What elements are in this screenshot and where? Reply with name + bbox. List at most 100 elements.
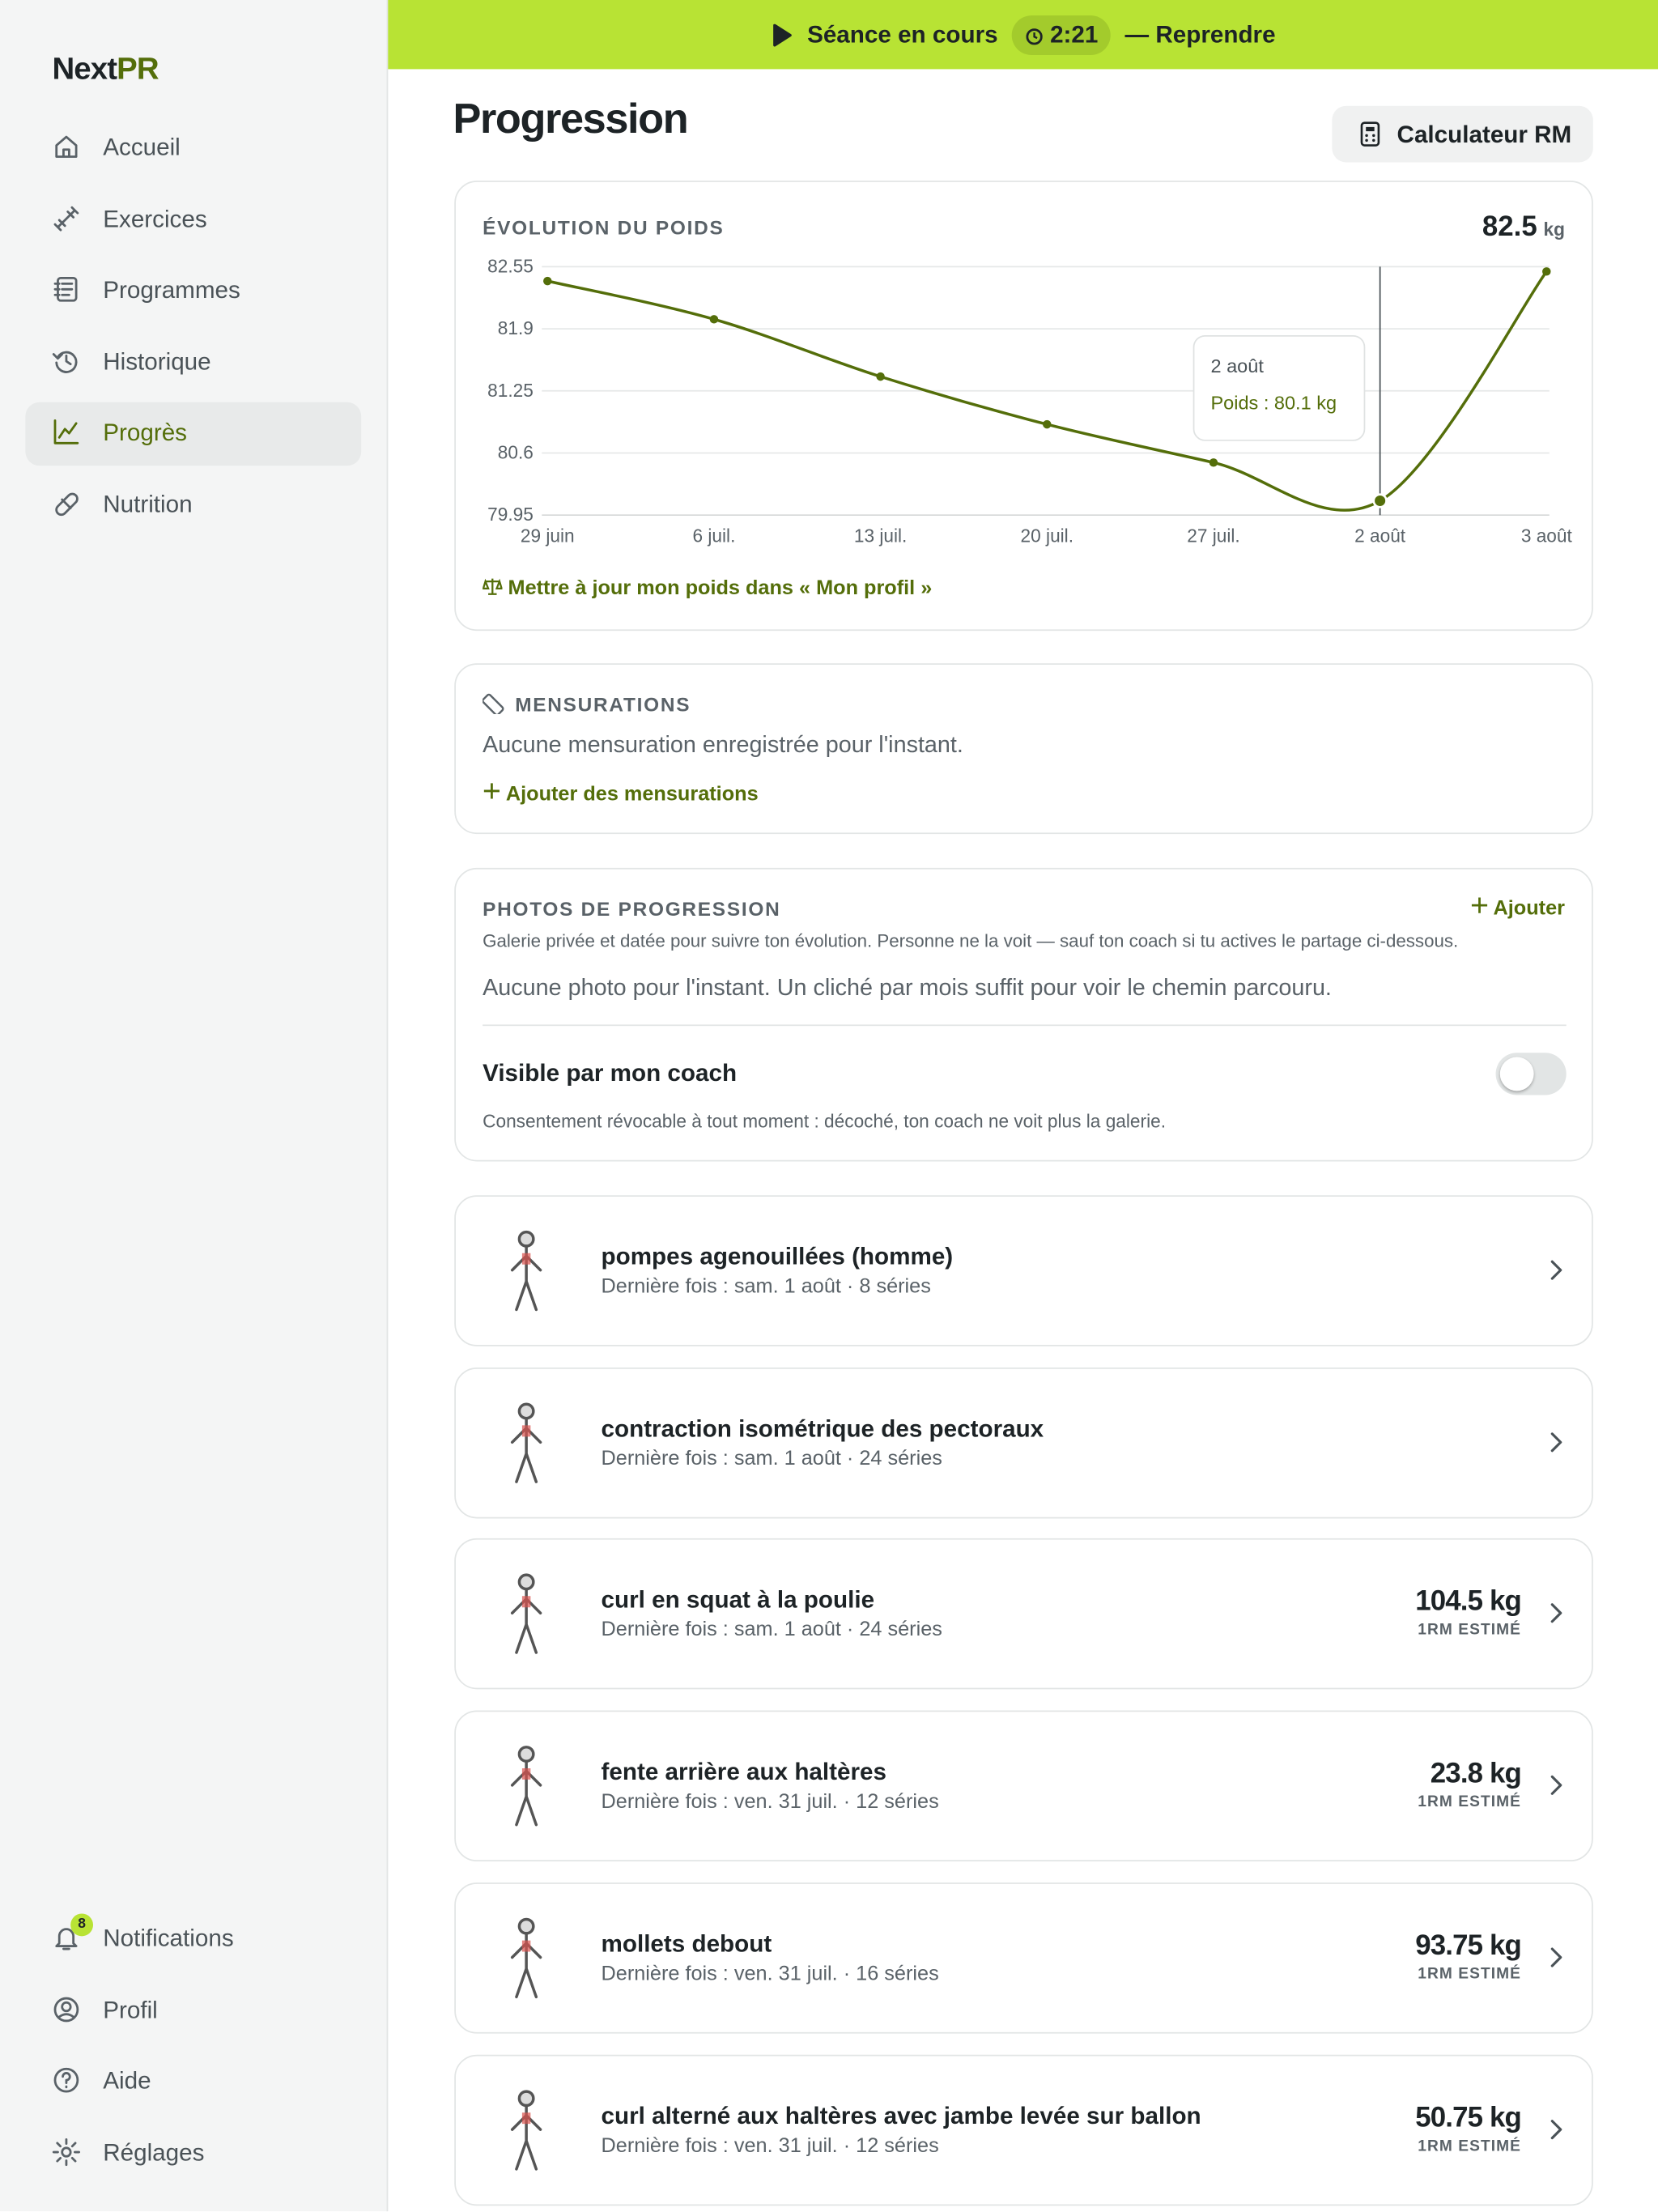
photos-card: PHOTOS DE PROGRESSION Ajouter Galerie pr… xyxy=(454,867,1593,1162)
data-point xyxy=(1372,493,1388,508)
plus-icon xyxy=(1471,897,1487,913)
exercise-last-session: Dernière fois : sam. 1 août · 24 séries xyxy=(601,1447,942,1470)
one-rm-unit: kg xyxy=(1489,1586,1522,1619)
resume[interactable]: — Reprendre xyxy=(1124,20,1276,48)
one-rm-unit: kg xyxy=(1489,1930,1522,1962)
logo[interactable]: NextPR xyxy=(52,50,159,87)
data-point xyxy=(543,276,552,286)
nav-label: Nutrition xyxy=(103,490,193,517)
one-rm-number: 23.8 xyxy=(1430,1758,1483,1790)
y-tick-label: 81.25 xyxy=(487,380,534,401)
x-tick-label: 2 août xyxy=(1354,525,1406,546)
tooltip-text: Poids : 80.1 kg xyxy=(1210,392,1337,413)
session-banner[interactable]: Séance en cours 2:21 — Reprendre xyxy=(388,0,1658,70)
x-tick-label: 29 juin xyxy=(521,525,575,546)
current-weight: 82.5 kg xyxy=(1482,211,1565,244)
measurements-card: MENSURATIONS Aucune mensuration enregist… xyxy=(454,663,1593,835)
rm-button-label: Calculateur RM xyxy=(1397,121,1572,149)
one-rm: 93.75 kg 1RM ESTIMÉ xyxy=(1415,1930,1522,1982)
rm-calculator-button[interactable]: Calculateur RM xyxy=(1332,105,1593,163)
exercise-last-session: Dernière fois : ven. 31 juil. · 16 série… xyxy=(601,1963,939,1986)
nav-icon xyxy=(52,2138,81,2166)
add-photo[interactable]: Ajouter xyxy=(1470,896,1565,921)
nav-item[interactable]: Notifications 8 xyxy=(25,1908,361,1972)
nav-item[interactable]: Accueil xyxy=(25,117,361,181)
y-tick-label: 80.6 xyxy=(498,441,534,462)
exercise-image xyxy=(510,1574,542,1655)
calculator-icon xyxy=(1360,121,1380,147)
data-point xyxy=(1209,458,1218,467)
chevron xyxy=(1550,1947,1562,1967)
nav-item[interactable]: Exercices xyxy=(25,189,361,252)
nav-item[interactable]: Aide xyxy=(25,2051,361,2114)
nav-icon xyxy=(52,350,78,372)
data-point xyxy=(876,372,885,381)
exercise-name: contraction isométrique des pectoraux xyxy=(601,1414,1044,1442)
add-measurements[interactable]: Ajouter des mensurations xyxy=(483,782,759,806)
nav-label: Réglages xyxy=(103,2138,205,2166)
exercise-last-session: Dernière fois : sam. 1 août · 24 séries xyxy=(601,1619,942,1642)
chevron xyxy=(1550,1603,1562,1623)
exercise-card[interactable]: curl en squat à la poulie Dernière fois :… xyxy=(454,1538,1593,1691)
nav-label: Programmes xyxy=(103,276,240,304)
nav-item[interactable]: Nutrition xyxy=(25,474,361,537)
sidebar: NextPR Accueil Exercices Programmes Histori… xyxy=(0,0,389,2212)
measurements-empty: Aucune mensuration enregistrée pour l'in… xyxy=(483,732,963,758)
exercise-last-session: Dernière fois : ven. 31 juil. · 12 série… xyxy=(601,2134,939,2158)
x-tick-label: 3 août xyxy=(1521,525,1573,546)
page-title: Progression xyxy=(453,96,688,143)
chevron xyxy=(1550,1776,1562,1796)
coach-visibility-toggle[interactable] xyxy=(1495,1053,1567,1095)
tooltip-title: 2 août xyxy=(1210,355,1264,376)
exercise-card[interactable]: contraction isométrique des pectoraux Der… xyxy=(454,1367,1593,1518)
add-measurements-text: Ajouter des mensurations xyxy=(505,783,759,806)
nav-icon xyxy=(53,2067,79,2093)
nav-item[interactable]: Réglages xyxy=(25,2122,361,2185)
nav-label: Progrès xyxy=(103,419,187,446)
logo-accent: PR xyxy=(117,50,159,87)
update-weight-link[interactable]: Mettre à jour mon poids dans « Mon profi… xyxy=(482,576,933,600)
nav-label: Exercices xyxy=(103,205,207,232)
one-rm-unit: kg xyxy=(1489,1758,1522,1790)
one-rm: 23.8 kg 1RM ESTIMÉ xyxy=(1418,1758,1522,1810)
nav-item[interactable]: Profil xyxy=(25,1980,361,2043)
nav-icon xyxy=(55,135,78,158)
nav-icon xyxy=(53,1996,79,2022)
y-tick-label: 82.55 xyxy=(487,255,534,276)
scale-icon xyxy=(482,578,504,595)
notification-badge: 8 xyxy=(70,1913,94,1937)
one-rm: 104.5 kg 1RM ESTIMÉ xyxy=(1415,1586,1522,1640)
chevron xyxy=(1550,2119,1562,2139)
update-weight-text: Mettre à jour mon poids dans « Mon profi… xyxy=(508,576,933,600)
nav-label: Notifications xyxy=(103,1925,234,1952)
chart-title: ÉVOLUTION DU POIDS xyxy=(483,215,725,239)
exercise-card[interactable]: curl alterné aux haltères avec jambe lev… xyxy=(454,2053,1593,2206)
exercise-image xyxy=(510,1230,542,1312)
one-rm-label: 1RM ESTIMÉ xyxy=(1418,2137,1521,2155)
exercise-last-session: Dernière fois : ven. 31 juil. · 12 série… xyxy=(601,1791,939,1814)
one-rm-value: 93.75 kg xyxy=(1415,1930,1522,1963)
nav-icon xyxy=(55,1928,78,1950)
nav-item[interactable]: Programmes xyxy=(25,260,361,323)
exercise-name: curl alterné aux haltères avec jambe lev… xyxy=(601,2102,1201,2129)
nav-icon xyxy=(53,419,79,445)
exercise-card[interactable]: mollets debout Dernière fois : ven. 31 ju… xyxy=(454,1882,1593,2034)
nav-icon xyxy=(53,205,79,231)
one-rm-value: 50.75 kg xyxy=(1415,2102,1522,2134)
timer: 2:21 xyxy=(1050,20,1099,48)
coach-visibility-label: Visible par mon coach xyxy=(483,1059,738,1087)
session-status: Séance en cours xyxy=(807,20,998,48)
nav-item[interactable]: Historique xyxy=(25,331,361,394)
nav-item[interactable]: Progrès xyxy=(25,402,362,466)
one-rm-label: 1RM ESTIMÉ xyxy=(1418,1622,1521,1640)
x-tick-label: 27 juil. xyxy=(1187,525,1239,546)
exercise-card[interactable]: fente arrière aux haltères Dernière fois … xyxy=(454,1710,1593,1862)
data-point xyxy=(1542,267,1551,276)
add-photo-text: Ajouter xyxy=(1493,897,1565,921)
exercise-name: mollets debout xyxy=(601,1930,772,1958)
one-rm-unit: kg xyxy=(1489,2102,1522,2133)
exercise-card[interactable]: pompes agenouillées (homme) Dernière fois… xyxy=(454,1195,1593,1346)
